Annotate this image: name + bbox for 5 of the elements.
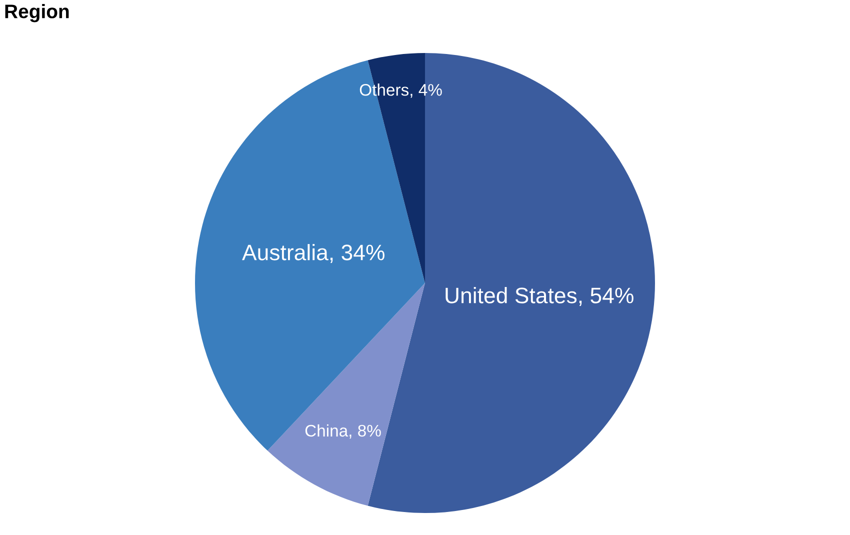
slice-label: Australia, 34% bbox=[242, 244, 384, 263]
text: Region bbox=[5, 4, 69, 22]
slice-label: United States, 54% bbox=[446, 287, 634, 306]
slice-label: China, 8% bbox=[305, 424, 381, 439]
slice-label: Others, 4% bbox=[360, 84, 442, 98]
